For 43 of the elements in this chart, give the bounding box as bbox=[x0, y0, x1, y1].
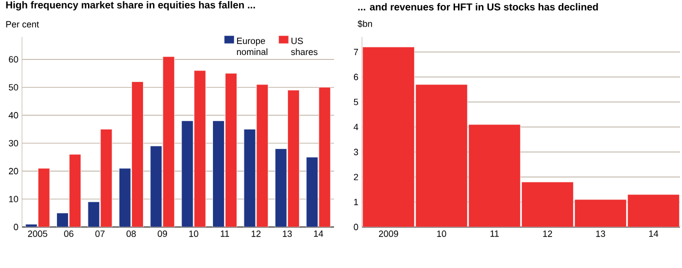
x-tick-label: 12 bbox=[543, 230, 552, 237]
y-tick-label: 40 bbox=[8, 112, 18, 118]
chart-title: High frequency market share in equities has fallen ... bbox=[6, 1, 255, 10]
x-tick-label: 07 bbox=[95, 230, 105, 237]
x-tick-label: 08 bbox=[126, 230, 136, 237]
x-tick-label: 12 bbox=[252, 230, 261, 237]
y-tick-label: 4 bbox=[354, 124, 358, 130]
y-tick-label: 0 bbox=[14, 224, 18, 230]
y-tick-label: 20 bbox=[8, 168, 18, 174]
y-tick-label: 7 bbox=[354, 48, 358, 56]
y-tick-label: 50 bbox=[8, 84, 18, 90]
x-tick-label: 13 bbox=[596, 230, 606, 237]
x-tick-label: 14 bbox=[649, 230, 658, 237]
y-tick-label: 6 bbox=[354, 74, 358, 80]
y-tick-label: 5 bbox=[354, 98, 358, 106]
bar bbox=[521, 182, 574, 227]
x-tick-label: 13 bbox=[282, 230, 292, 237]
bar bbox=[468, 124, 521, 227]
x-tick-label: 11 bbox=[490, 230, 499, 237]
y-tick-label: 2 bbox=[354, 174, 358, 180]
x-tick-label: 14 bbox=[314, 230, 324, 237]
y-tick-label: 0 bbox=[354, 224, 358, 230]
x-tick-label: 2005 bbox=[28, 230, 48, 237]
x-tick-label: 2009 bbox=[378, 230, 398, 237]
y-axis-title: Per cent bbox=[6, 21, 39, 28]
x-tick-label: 10 bbox=[189, 230, 198, 237]
y-tick-label: 60 bbox=[8, 56, 18, 63]
x-tick-label: 09 bbox=[158, 230, 167, 237]
legend-label: US shares bbox=[291, 38, 318, 56]
x-tick-label: 11 bbox=[220, 230, 230, 237]
bar bbox=[627, 194, 680, 227]
y-tick-label: 3 bbox=[354, 148, 358, 156]
bar bbox=[415, 84, 468, 227]
y-axis-title: $bn bbox=[358, 20, 372, 28]
legend-label: Europe nominal bbox=[236, 38, 268, 56]
bar bbox=[574, 199, 627, 227]
y-tick-label: 10 bbox=[9, 196, 18, 202]
bar bbox=[362, 46, 415, 227]
x-tick-label: 10 bbox=[437, 230, 446, 237]
y-tick-label: 30 bbox=[8, 140, 18, 146]
x-tick-label: 06 bbox=[64, 230, 74, 237]
y-tick-label: 1 bbox=[354, 198, 358, 206]
chart-title: ... and revenues for HFT in US stocks has declined bbox=[358, 3, 598, 10]
